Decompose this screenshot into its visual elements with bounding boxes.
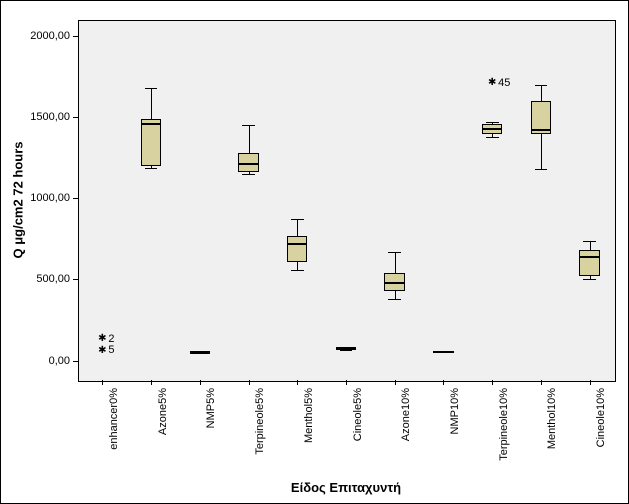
whisker [395,252,396,273]
xtick-mark [297,380,298,385]
outlier-label: 2 [108,334,114,345]
box [141,119,161,166]
xtick-label: Terpineole5% [254,388,266,455]
ytick-mark [73,279,78,280]
xtick-mark [151,380,152,385]
ytick-mark [73,117,78,118]
outlier-marker: ✱ [488,78,496,88]
median-line [433,351,453,353]
xtick-mark [590,380,591,385]
median-line [190,351,210,353]
whisker-cap [535,169,548,170]
ytick-label: 0,00 [0,355,70,367]
xtick-mark [443,380,444,385]
whisker-cap [583,241,596,242]
median-line [384,282,404,284]
xtick-label: Terpineole10% [498,388,510,461]
whisker-cap [242,125,255,126]
whisker-cap [145,168,158,169]
median-line [238,163,258,165]
outlier-label: 5 [108,345,114,356]
box [287,236,307,262]
xtick-label: Cineole10% [595,388,607,447]
ytick-mark [73,361,78,362]
x-axis-label: Είδος Επιταχυντή [291,480,401,495]
outlier-marker: ✱ [98,334,106,344]
whisker-cap [291,270,304,271]
xtick-mark [346,380,347,385]
xtick-label: NMP5% [205,388,217,428]
xtick-label: Azone10% [400,388,412,441]
plot-area [78,20,616,382]
whisker [297,219,298,235]
outlier-label: 45 [498,78,510,89]
xtick-label: NMP10% [449,388,461,434]
median-line [141,123,161,125]
whisker [395,291,396,299]
ytick-label: 1000,00 [0,192,70,204]
xtick-label: enhancer0% [108,388,120,450]
whisker [541,134,542,170]
xtick-mark [492,380,493,385]
median-line [579,256,599,258]
whisker [297,262,298,270]
outlier-marker: ✱ [98,346,106,356]
xtick-mark [395,380,396,385]
whisker-cap [583,279,596,280]
chart-container: Q μg/cm2 72 hours Είδος Επιταχυντή 0,005… [0,0,629,504]
whisker [249,125,250,153]
ytick-label: 2000,00 [0,30,70,42]
median-line [482,128,502,130]
whisker [151,88,152,119]
whisker-cap [145,88,158,89]
median-line [287,243,307,245]
xtick-mark [541,380,542,385]
box [579,250,599,276]
ytick-mark [73,198,78,199]
median-line [531,129,551,131]
whisker-cap [388,252,401,253]
median-line [336,347,356,349]
ytick-mark [73,36,78,37]
ytick-label: 1500,00 [0,111,70,123]
xtick-mark [102,380,103,385]
xtick-label: Menthol10% [546,388,558,449]
xtick-label: Menthol5% [303,388,315,443]
xtick-label: Cineole5% [352,388,364,441]
whisker [590,241,591,251]
xtick-label: Azone5% [157,388,169,435]
ytick-label: 500,00 [0,273,70,285]
whisker-cap [340,350,353,351]
whisker-cap [535,85,548,86]
xtick-mark [200,380,201,385]
whisker [541,85,542,101]
xtick-mark [249,380,250,385]
whisker-cap [242,174,255,175]
whisker-cap [388,299,401,300]
whisker-cap [486,137,499,138]
whisker-cap [291,219,304,220]
